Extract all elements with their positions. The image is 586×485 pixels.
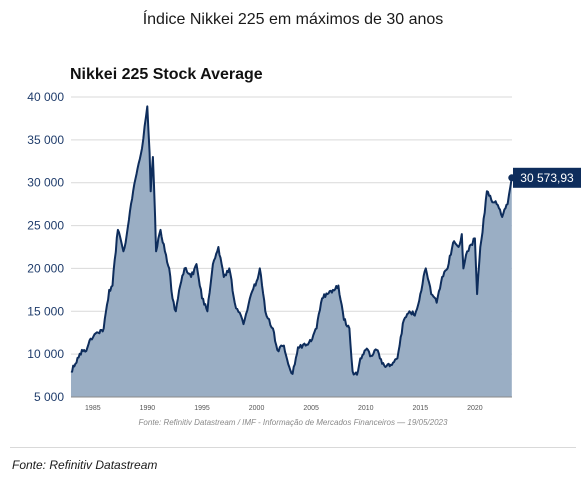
y-tick-label: 25 000	[27, 219, 64, 233]
x-tick-label: 2010	[358, 405, 374, 412]
y-tick-label: 5 000	[34, 390, 64, 404]
x-tick-label: 2000	[249, 405, 265, 412]
y-tick-label: 10 000	[27, 347, 64, 361]
page-title: Índice Nikkei 225 em máximos de 30 anos	[142, 11, 444, 28]
x-tick-label: 1990	[140, 405, 156, 412]
x-tick-label: 2020	[467, 405, 483, 412]
y-tick-label: 40 000	[27, 90, 64, 104]
divider	[10, 447, 576, 448]
x-tick-label: 1995	[194, 405, 210, 412]
chart-title: Nikkei 225 Stock Average	[70, 66, 263, 83]
footer-source: Fonte: Refinitiv Datastream	[12, 458, 158, 472]
last-value-label: 30 573,93	[520, 171, 574, 185]
chart-source: Fonte: Refinitiv Datastream / IMF - Info…	[139, 418, 448, 427]
series-area	[71, 106, 512, 398]
chart-svg: Nikkei 225 Stock Average 5 000 10 000 15 0…	[27, 66, 581, 427]
last-value-badge	[513, 167, 581, 188]
x-tick-label: 1985	[85, 405, 101, 412]
chart: Nikkei 225 Stock Average 5 000 10 000 15 0…	[0, 40, 586, 450]
y-tick-label: 30 000	[27, 176, 64, 190]
x-axis-ticks: 1985 1990 1995 2000 2005 2010 2015 2020	[85, 405, 483, 412]
y-axis-ticks: 5 000 10 000 15 000 20 000 25 000 30 000 35 00…	[27, 90, 64, 404]
y-tick-label: 20 000	[27, 261, 64, 275]
y-tick-label: 35 000	[27, 133, 64, 147]
y-tick-label: 15 000	[27, 304, 64, 318]
x-tick-label: 2015	[413, 405, 429, 412]
series-line	[70, 105, 513, 376]
x-tick-label: 2005	[303, 405, 319, 412]
